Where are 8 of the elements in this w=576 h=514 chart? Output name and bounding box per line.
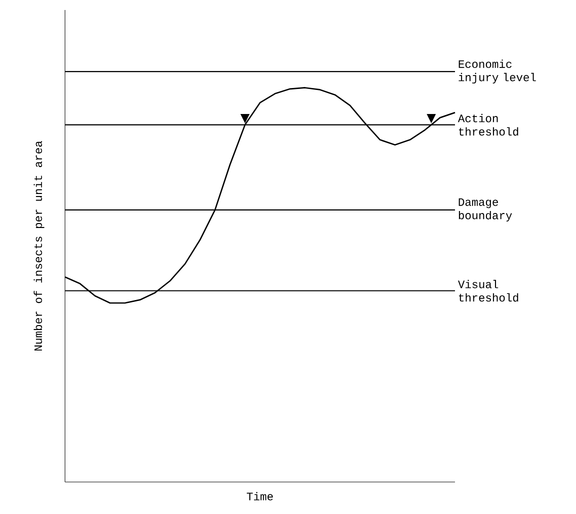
ref-line-label: Economic injury level (458, 60, 536, 84)
annotation: ▼ (426, 114, 436, 124)
ref-line-label: Action threshold (458, 114, 518, 136)
x-axis-title: Time (246, 492, 273, 500)
y-axis-title: Number of insects per unit area (34, 140, 44, 351)
annotation: ▼ (240, 114, 250, 124)
ref-line-label: Visual threshold (458, 280, 518, 302)
ref-line-label: Damage boundary (458, 198, 512, 222)
